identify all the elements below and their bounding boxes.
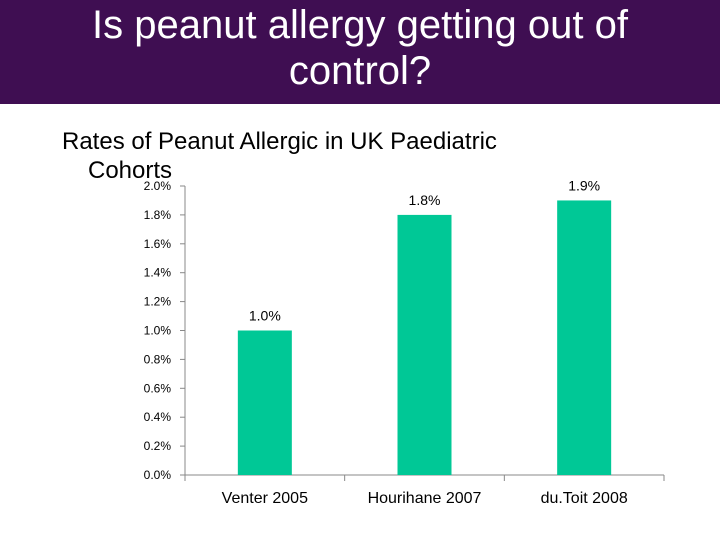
x-tick-label: Venter 2005 (222, 490, 308, 507)
y-tick-label: 0.2% (144, 439, 172, 453)
x-tick-label: Hourihane 2007 (368, 490, 482, 507)
y-tick-label: 1.2% (144, 295, 172, 309)
slide-subtitle: Rates of Peanut Allergic in UK Paediatri… (62, 127, 622, 185)
title-bar: Is peanut allergy getting out of control… (0, 0, 720, 104)
y-tick-label: 1.4% (144, 266, 172, 280)
subtitle-line-1: Rates of Peanut Allergic in UK Paediatri… (62, 128, 497, 155)
subtitle-line-2: Cohorts (88, 157, 173, 184)
bar (397, 214, 452, 475)
y-tick-label: 0.6% (144, 381, 172, 395)
data-label: 1.0% (249, 308, 281, 324)
bar (237, 330, 292, 475)
data-label: 1.8% (409, 192, 441, 208)
y-tick-label: 1.0% (144, 324, 172, 338)
y-tick-label: 0.4% (144, 410, 172, 424)
y-tick-label: 0.0% (144, 468, 172, 482)
data-label: 1.9% (568, 177, 600, 193)
y-tick-label: 0.8% (144, 352, 172, 366)
y-tick-label: 2.0% (144, 179, 172, 193)
x-tick-label: du.Toit 2008 (541, 490, 628, 507)
y-tick-label: 1.8% (144, 208, 172, 222)
y-tick-label: 1.6% (144, 237, 172, 251)
slide-title: Is peanut allergy getting out of control… (92, 3, 628, 93)
bar (557, 200, 612, 475)
